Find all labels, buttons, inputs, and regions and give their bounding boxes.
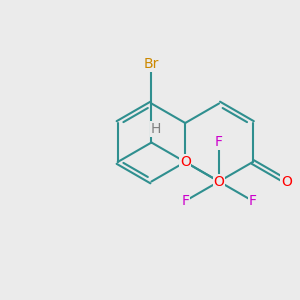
Text: Br: Br [144,58,159,71]
Text: F: F [249,194,257,208]
Text: O: O [180,155,191,169]
Text: F: F [215,136,223,149]
Text: H: H [151,122,161,136]
Text: F: F [181,194,189,208]
Text: O: O [281,175,292,188]
Text: O: O [214,175,224,188]
